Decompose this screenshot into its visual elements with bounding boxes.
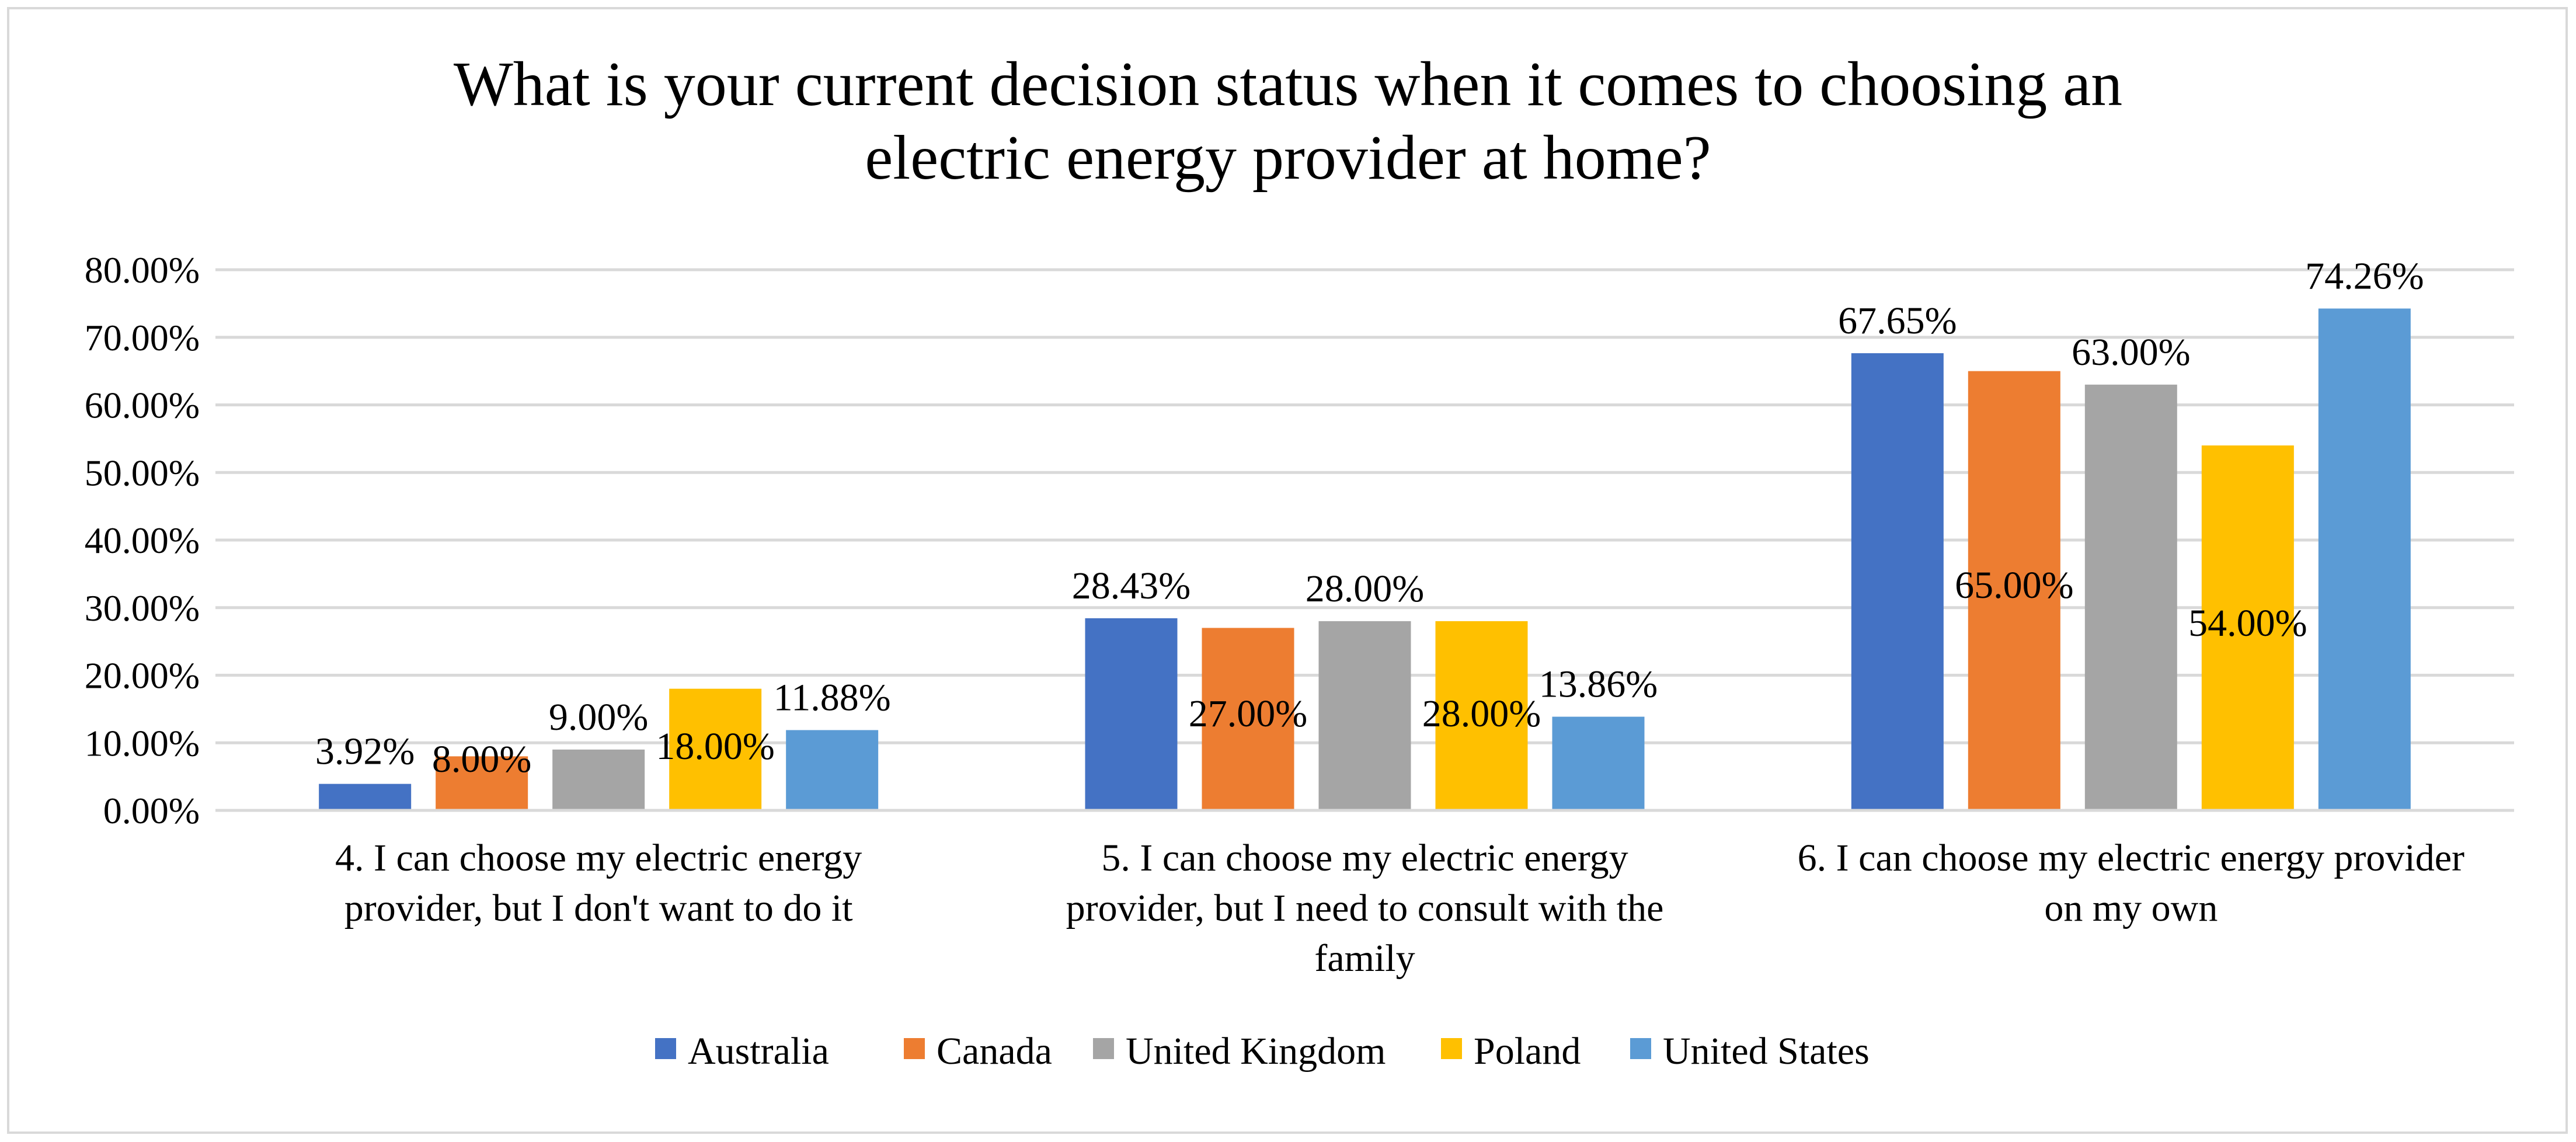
x-tick-label: on my own (2044, 887, 2218, 929)
x-tick-label: 4. I can choose my electric energy (335, 837, 862, 879)
x-tick-label: provider, but I need to consult with the (1066, 887, 1664, 929)
bar (1202, 628, 1294, 810)
bar (1085, 618, 1178, 810)
data-label: 9.00% (549, 696, 648, 739)
gridlines (215, 268, 2514, 812)
data-label: 54.00% (2188, 602, 2307, 645)
y-tick-label: 60.00% (85, 385, 200, 426)
chart-frame: What is your current decision status whe… (7, 7, 2568, 1134)
legend-swatch (904, 1038, 925, 1059)
chart-title-line-2: electric energy provider at home? (865, 123, 1711, 193)
chart-title: What is your current decision status whe… (454, 50, 2122, 193)
y-tick-label: 30.00% (85, 587, 200, 629)
bar-chart: What is your current decision status whe… (85, 50, 2514, 1073)
bar (319, 784, 412, 810)
y-tick-label: 80.00% (85, 249, 200, 291)
legend-label: United Kingdom (1126, 1030, 1386, 1073)
legend-label: United States (1663, 1030, 1870, 1073)
data-label: 67.65% (1838, 300, 1957, 342)
bar (1318, 621, 1411, 810)
y-tick-label: 40.00% (85, 520, 200, 561)
bar (2084, 384, 2177, 810)
x-tick-label: provider, but I don't want to do it (344, 887, 853, 929)
data-label: 3.92% (315, 730, 415, 773)
data-label: 13.86% (1539, 663, 1658, 706)
y-tick-label: 50.00% (85, 452, 200, 493)
bar (1435, 621, 1528, 810)
bar (1552, 716, 1645, 810)
y-tick-label: 70.00% (85, 317, 200, 358)
data-label: 74.26% (2305, 255, 2424, 297)
data-label: 11.88% (774, 676, 891, 719)
legend-swatch (1630, 1038, 1651, 1059)
y-tick-label: 0.00% (103, 790, 200, 831)
data-label: 28.00% (1306, 567, 1424, 610)
data-label: 65.00% (1955, 564, 2073, 607)
data-label: 18.00% (656, 725, 774, 768)
chart-title-line-1: What is your current decision status whe… (454, 50, 2122, 119)
legend: Australia Canada United Kingdom Poland Unite… (655, 1030, 1870, 1073)
y-tick-label: 20.00% (85, 655, 200, 697)
y-axis: 0.00% 10.00% 20.00% 30.00% 40.00% 50.00% 60.00… (85, 249, 200, 831)
x-tick-label: family (1314, 937, 1415, 980)
bar (2201, 445, 2294, 810)
bar (2318, 308, 2411, 810)
data-label: 28.00% (1422, 692, 1541, 735)
legend-swatch (1093, 1038, 1114, 1059)
legend-swatch (655, 1038, 676, 1059)
bar (436, 756, 528, 810)
legend-swatch (1441, 1038, 1462, 1059)
data-label: 8.00% (432, 738, 531, 781)
data-label: 28.43% (1072, 565, 1190, 607)
bar (786, 730, 879, 810)
bar (1851, 353, 1944, 810)
x-axis: 4. I can choose my electric energy provid… (215, 809, 2514, 980)
bar (1968, 371, 2060, 810)
legend-label: Australia (688, 1030, 829, 1073)
x-tick-label: 6. I can choose my electric energy provi… (1798, 837, 2464, 879)
bar (552, 749, 645, 810)
bar (669, 688, 762, 810)
data-label: 27.00% (1189, 692, 1307, 735)
x-tick-label: 5. I can choose my electric energy (1101, 837, 1628, 879)
data-label: 63.00% (2072, 331, 2190, 374)
legend-label: Poland (1474, 1030, 1581, 1073)
bars (319, 308, 2411, 810)
data-labels: 3.92% 8.00% 9.00%18.00%11.88% 28.43% 27.00% 2… (315, 255, 2424, 781)
y-tick-label: 10.00% (85, 722, 200, 764)
legend-label: Canada (937, 1030, 1052, 1073)
